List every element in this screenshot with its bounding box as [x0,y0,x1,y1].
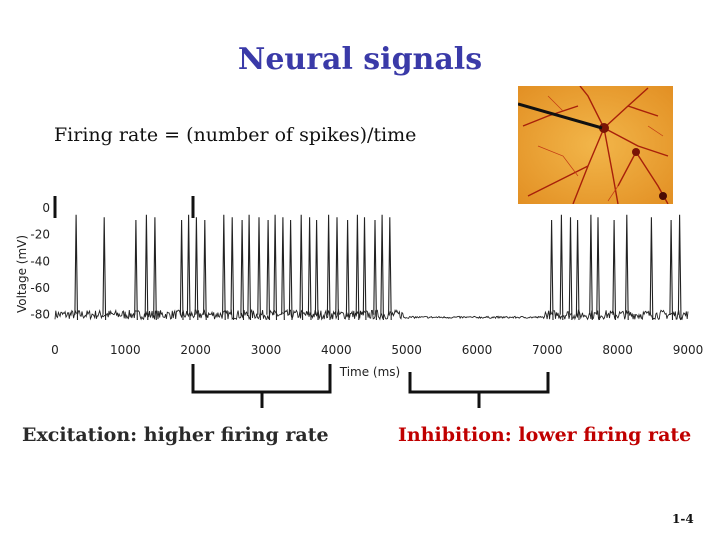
spike-mark [596,217,600,321]
spike-mark [612,219,617,321]
x-tick-label: 3000 [251,343,282,357]
excitation-caption: Excitation: higher firing rate [22,424,329,446]
y-tick-label: -40 [30,254,50,268]
x-tick-label: 2000 [180,343,211,357]
spike-mark [568,217,573,321]
y-tick-label: -80 [30,308,50,322]
y-tick-label: -60 [30,281,50,295]
firing-rate-formula: Firing rate = (number of spikes)/time [54,124,417,146]
spike-mark [266,219,271,321]
spike-mark [74,214,79,321]
spike-mark [314,219,319,321]
spike-mark [203,219,207,321]
inhibition-bracket [408,372,550,408]
spike-mark [388,217,392,321]
x-tick-label: 0 [51,343,59,357]
slide-title: Neural signals [237,42,483,77]
x-axis-label: Time (ms) [339,365,401,379]
spike-mark [669,219,674,321]
spike-mark [299,214,304,321]
y-axis-label: Voltage (mV) [15,235,29,313]
inhibition-caption: Inhibition: lower firing rate [398,424,692,446]
x-tick-label: 8000 [602,343,633,357]
formula-bracket [53,196,195,218]
spike-mark [288,219,293,321]
spike-mark [240,219,245,321]
x-tick-label: 5000 [391,343,422,357]
spike-mark [625,214,629,321]
x-tick-label: 4000 [321,343,352,357]
spike-mark [153,217,157,321]
neuron-micrograph-icon [518,86,673,204]
voltage-trace-chart: Voltage (mV) Time (ms) 0 -20 -40 -60 -80 0 10… [15,196,703,408]
x-ticks: 0 1000 2000 3000 4000 5000 6000 7000 8000 9000 [51,343,703,357]
x-tick-label: 7000 [532,343,563,357]
spike-mark [677,214,682,321]
spike-mark [559,214,564,321]
spike-mark [326,214,331,321]
x-tick-label: 1000 [110,343,141,357]
spike-mark [179,219,184,321]
spike-mark [345,219,350,321]
y-ticks: 0 -20 -40 -60 -80 [30,201,50,322]
spike-mark [144,214,149,321]
spike-mark [273,214,278,321]
spike-mark [134,219,138,321]
spike-mark [380,214,384,321]
spike-mark [102,217,107,321]
spike-mark [222,214,226,321]
spike-mark [373,219,377,321]
spike-mark [307,217,312,321]
y-tick-label: -20 [30,228,50,242]
voltage-trace [54,308,689,321]
spike-mark [549,219,554,321]
spike-mark [257,217,261,321]
spike-mark [194,217,199,321]
spike-mark [575,219,580,321]
spike-mark [281,217,285,321]
spike-mark [230,217,235,321]
slide-number: 1-4 [672,512,694,526]
x-tick-label: 9000 [673,343,704,357]
spike-mark [589,214,593,321]
y-tick-label: 0 [42,201,50,215]
x-tick-label: 6000 [462,343,493,357]
excitation-bracket [191,364,332,408]
spike-mark [335,217,339,321]
spike-mark [247,214,252,321]
spike-mark [186,214,191,321]
spike-mark [355,214,360,321]
spike-mark [649,217,654,321]
spike-marks [74,214,682,321]
spike-mark [362,217,367,321]
